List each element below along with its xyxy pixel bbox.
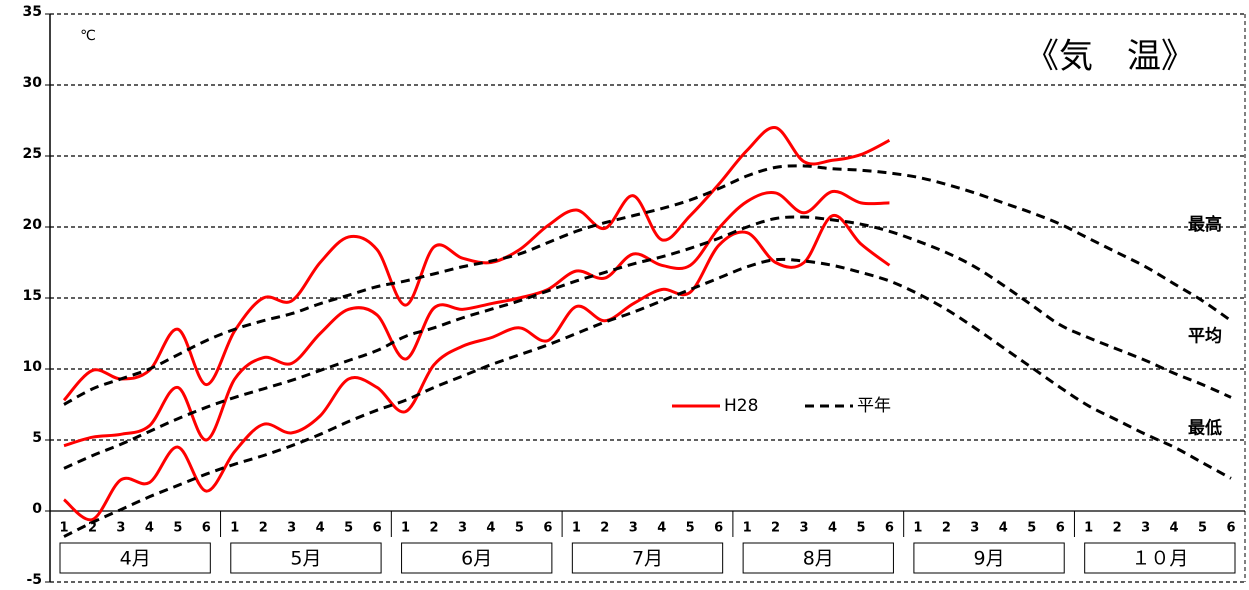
line-label: 平均	[1188, 325, 1222, 346]
data-line	[62, 126, 891, 402]
x-tick-label: 2	[430, 521, 439, 536]
month-label: 5月	[290, 548, 321, 570]
month-label: 4月	[120, 548, 151, 570]
month-box	[742, 542, 894, 574]
x-tick-label: 6	[714, 521, 723, 536]
y-tick-label: 15	[23, 288, 42, 304]
x-tick-label: 5	[856, 521, 865, 536]
x-tick-label: 2	[1113, 521, 1122, 536]
data-line	[63, 215, 1232, 470]
y-tick-label: 0	[32, 501, 42, 517]
data-line	[63, 257, 1232, 538]
month-label: １０月	[1131, 548, 1188, 570]
month-label: 8月	[803, 548, 834, 570]
y-unit: ℃	[80, 28, 96, 44]
x-tick-label: 5	[1027, 521, 1036, 536]
month-box	[59, 542, 211, 574]
y-tick-label: 5	[32, 430, 42, 446]
x-tick-label: 2	[259, 521, 268, 536]
y-tick-label: 30	[23, 75, 43, 91]
data-line	[63, 214, 891, 522]
x-tick-label: 1	[572, 521, 581, 536]
x-tick-label: 4	[486, 521, 495, 536]
legend-label: H28	[724, 396, 758, 416]
x-tick-label: 5	[173, 521, 182, 536]
x-tick-label: 5	[515, 521, 524, 536]
x-tick-label: 2	[600, 521, 609, 536]
line-label: 最高	[1188, 214, 1222, 235]
x-tick-label: 3	[1141, 521, 1150, 536]
x-tick-label: 4	[828, 521, 837, 536]
month-box	[1084, 542, 1236, 574]
data-line	[63, 164, 1232, 406]
x-tick-label: 5	[344, 521, 353, 536]
x-tick-label: 3	[629, 521, 638, 536]
x-tick-label: 6	[202, 521, 211, 536]
x-tick-label: 3	[116, 521, 125, 536]
y-tick-label: 20	[23, 217, 43, 233]
x-tick-label: 6	[885, 521, 894, 536]
x-tick-label: 6	[373, 521, 382, 536]
x-tick-label: 4	[657, 521, 666, 536]
line-label: 最低	[1188, 417, 1222, 438]
data-line	[63, 189, 890, 448]
y-tick-label: 25	[23, 146, 42, 162]
y-tick-label: -5	[26, 572, 42, 588]
x-tick-label: 1	[913, 521, 922, 536]
month-label: 6月	[461, 548, 492, 570]
y-tick-label: 35	[23, 4, 42, 20]
x-tick-label: 2	[942, 521, 951, 536]
x-tick-label: 1	[230, 521, 239, 536]
month-label: 9月	[974, 548, 1005, 570]
x-tick-label: 1	[59, 521, 68, 536]
x-tick-label: 3	[458, 521, 467, 536]
x-tick-label: 6	[1056, 521, 1065, 536]
x-tick-label: 4	[999, 521, 1008, 536]
x-tick-label: 6	[543, 521, 552, 536]
month-box	[230, 542, 382, 574]
x-tick-label: 3	[287, 521, 296, 536]
x-tick-label: 3	[800, 521, 809, 536]
month-label: 7月	[632, 548, 663, 570]
x-tick-label: 1	[1084, 521, 1093, 536]
month-box	[913, 542, 1065, 574]
x-tick-label: 4	[316, 521, 325, 536]
x-tick-label: 5	[686, 521, 695, 536]
y-tick-label: 10	[23, 359, 43, 375]
month-box	[401, 542, 553, 574]
month-box	[571, 542, 724, 574]
x-tick-label: 3	[970, 521, 979, 536]
chart-title: 《気 温》	[1025, 37, 1195, 77]
x-tick-label: 5	[1198, 521, 1207, 536]
x-tick-label: 4	[1170, 521, 1179, 536]
x-tick-label: 6	[1226, 521, 1235, 536]
x-tick-label: 1	[401, 521, 410, 536]
legend-label: 平年	[857, 396, 891, 416]
x-tick-label: 1	[743, 521, 752, 536]
x-tick-label: 4	[145, 521, 154, 536]
x-tick-label: 2	[88, 521, 97, 536]
x-tick-label: 2	[771, 521, 780, 536]
